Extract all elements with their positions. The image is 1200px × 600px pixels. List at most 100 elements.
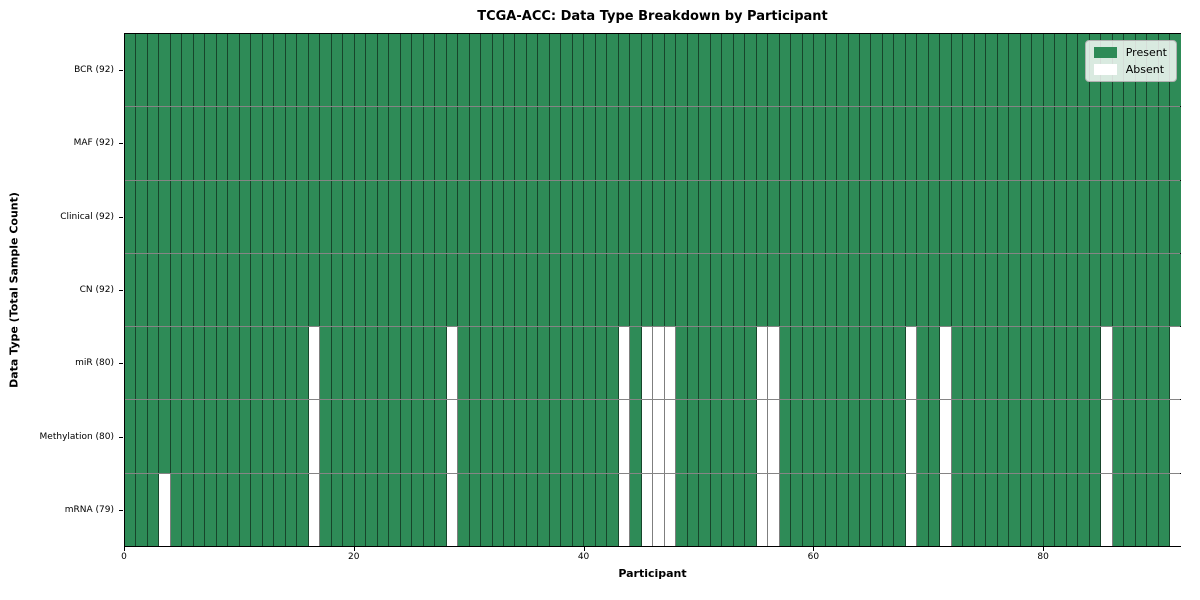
heatmap-cell <box>503 400 516 473</box>
heatmap-cell <box>435 180 447 253</box>
heatmap-cell <box>549 473 562 546</box>
x-tick-label: 60 <box>807 552 820 562</box>
heatmap-cell <box>928 180 941 253</box>
heatmap-cell <box>228 253 240 327</box>
heatmap-cell <box>779 473 792 546</box>
heatmap-cell <box>308 327 321 400</box>
heatmap-cell <box>1158 107 1171 180</box>
heatmap-cell <box>343 107 355 180</box>
y-tickmark <box>119 363 123 365</box>
heatmap-cell <box>687 180 700 253</box>
heatmap-cell <box>1032 107 1044 180</box>
heatmap-cell <box>526 473 539 546</box>
heatmap-cell <box>940 107 952 180</box>
y-tickmark <box>119 290 123 291</box>
heatmap-cell <box>572 180 585 253</box>
heatmap-cell <box>526 400 539 473</box>
heatmap-cell <box>228 473 240 546</box>
plot-area <box>124 33 1181 547</box>
heatmap-cell <box>1066 400 1079 473</box>
heatmap-cell <box>882 327 895 400</box>
heatmap-cell <box>193 327 206 400</box>
legend-label: Present <box>1125 46 1167 59</box>
heatmap-cell <box>458 253 470 327</box>
heatmap-cell <box>756 107 769 180</box>
heatmap-cell <box>458 107 470 180</box>
heatmap-cell <box>239 327 252 400</box>
heatmap-cell <box>641 180 654 253</box>
y-tickmark <box>119 143 123 145</box>
heatmap-cell <box>837 327 849 400</box>
heatmap-cell <box>722 473 734 546</box>
heatmap-cell <box>159 34 171 107</box>
heatmap-cell <box>630 400 642 473</box>
heatmap-cell <box>607 327 619 400</box>
heatmap-cell <box>687 327 700 400</box>
heatmap-cell <box>1124 473 1136 546</box>
heatmap-cell <box>205 327 217 400</box>
heatmap-cell <box>446 34 459 107</box>
heatmap-cell <box>814 34 826 107</box>
heatmap-cell <box>951 107 964 180</box>
heatmap-cell <box>389 473 401 546</box>
heatmap-cell <box>710 107 723 180</box>
y-tickmark <box>119 436 123 438</box>
heatmap-cell <box>147 34 160 107</box>
heatmap-cell <box>1009 34 1021 107</box>
heatmap-cell <box>882 253 895 327</box>
heatmap-cell <box>412 400 424 473</box>
heatmap-cell <box>412 34 424 107</box>
heatmap-cell <box>366 327 378 400</box>
heatmap-cell <box>986 253 998 327</box>
heatmap-cell <box>837 34 849 107</box>
heatmap-cell <box>928 327 941 400</box>
heatmap-cell <box>331 327 344 400</box>
heatmap-cell <box>1043 327 1056 400</box>
heatmap-cell <box>366 180 378 253</box>
heatmap-row <box>125 180 1181 254</box>
heatmap-cell <box>354 107 367 180</box>
heatmap-cell <box>825 253 838 327</box>
heatmap-cell <box>940 34 952 107</box>
heatmap-cell <box>1158 327 1171 400</box>
heatmap-cell <box>1158 473 1171 546</box>
heatmap-cell <box>526 34 539 107</box>
heatmap-cell <box>917 34 929 107</box>
legend-entry: Present <box>1093 46 1167 59</box>
heatmap-cell <box>481 400 493 473</box>
heatmap-cell <box>837 473 849 546</box>
heatmap-cell <box>377 107 390 180</box>
heatmap-cell <box>251 34 263 107</box>
heatmap-cell <box>308 400 321 473</box>
heatmap-cell <box>285 180 298 253</box>
heatmap-cell <box>791 107 803 180</box>
heatmap-cell <box>860 180 872 253</box>
heatmap-cell <box>435 400 447 473</box>
heatmap-cell <box>802 34 815 107</box>
x-tickmark <box>124 547 125 551</box>
heatmap-cell <box>193 180 206 253</box>
heatmap-cell <box>963 253 975 327</box>
heatmap-cell <box>125 473 137 546</box>
heatmap-cell <box>435 253 447 327</box>
heatmap-cell <box>699 400 711 473</box>
heatmap-cell <box>768 107 780 180</box>
heatmap-cell <box>779 107 792 180</box>
heatmap-cell <box>940 400 952 473</box>
heatmap-cell <box>974 473 987 546</box>
heatmap-cell <box>653 107 665 180</box>
heatmap-cell <box>963 107 975 180</box>
heatmap-cell <box>193 107 206 180</box>
heatmap-cell <box>1078 327 1090 400</box>
heatmap-cell <box>366 400 378 473</box>
heatmap-cell <box>561 400 573 473</box>
heatmap-cell <box>125 327 137 400</box>
heatmap-cell <box>641 107 654 180</box>
heatmap-cell <box>469 180 482 253</box>
heatmap-cell <box>986 473 998 546</box>
heatmap-cell <box>1124 253 1136 327</box>
heatmap-cell <box>837 180 849 253</box>
heatmap-cell <box>1135 327 1148 400</box>
heatmap-cell <box>756 400 769 473</box>
heatmap-cell <box>1055 473 1067 546</box>
